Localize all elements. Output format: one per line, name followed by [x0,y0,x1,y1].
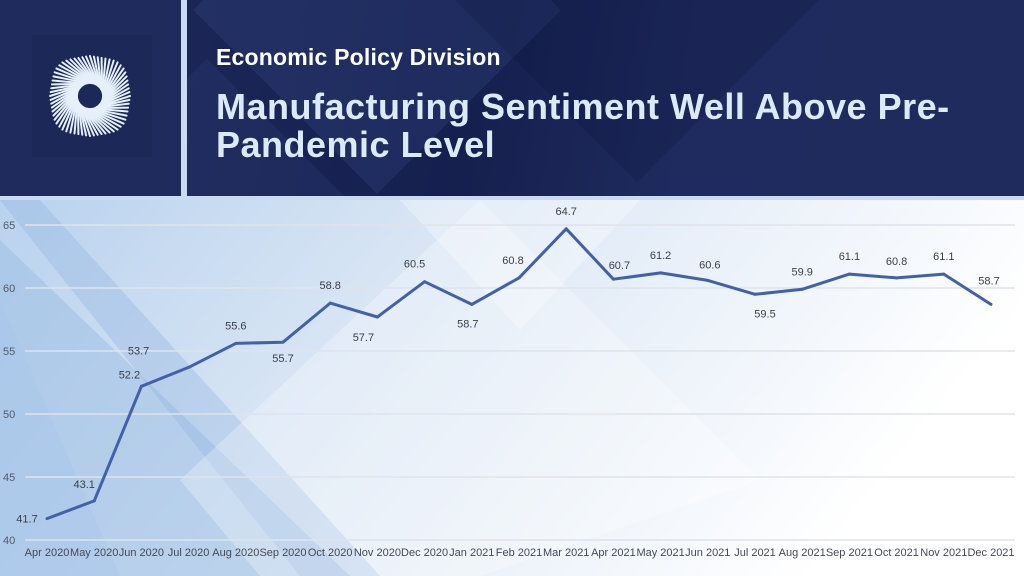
x-tick-label: Jun 2020 [119,547,164,559]
data-point [895,276,899,280]
data-label: 55.6 [225,320,246,332]
data-label: 41.7 [16,514,37,526]
data-label: 61.1 [933,251,954,263]
data-point [517,276,521,280]
data-label: 61.2 [650,250,671,262]
data-point [423,280,427,284]
data-point [659,271,663,275]
division-name: Economic Policy Division [216,44,501,70]
data-point [564,227,568,231]
x-tick-label: Sep 2021 [826,547,873,559]
data-point [611,277,615,281]
data-point [234,341,238,345]
y-tick-label: 65 [3,220,15,232]
x-tick-label: Nov 2021 [920,547,967,559]
x-tick-label: Apr 2021 [591,547,636,559]
data-label: 60.8 [502,255,523,267]
data-point [45,517,49,521]
gridlines [25,224,1015,541]
data-point [989,302,993,306]
data-label: 58.8 [319,280,340,292]
x-tick-label: Aug 2020 [212,547,259,559]
x-tick-label: Jul 2020 [168,547,210,559]
x-tick-label: Jul 2021 [734,547,776,559]
x-tick-label: Dec 2020 [401,547,448,559]
data-label: 60.6 [699,259,720,271]
y-tick-label: 40 [3,535,15,547]
y-tick-label: 45 [3,472,15,484]
x-tick-label: Oct 2021 [874,547,919,559]
data-point [753,292,757,296]
y-tick-label: 50 [3,409,15,421]
data-label: 59.9 [791,266,812,278]
spiral-rays-logo-icon [49,55,131,137]
data-label: 60.7 [609,260,630,272]
logo [32,35,152,157]
y-axis-labels: 40 45 50 55 60 65 [3,220,15,547]
data-label: 43.1 [73,479,94,491]
x-tick-label: Sep 2020 [259,547,306,559]
x-tick-label: Nov 2020 [354,547,401,559]
data-point [800,287,804,291]
data-label: 58.7 [978,275,999,287]
header: Economic Policy Division Manufacturing S… [0,0,1024,196]
data-label: 59.5 [754,308,775,320]
data-point [706,278,710,282]
x-tick-label: Feb 2021 [496,547,542,559]
x-axis-labels: Apr 2020 May 2020 Jun 2020 Jul 2020 Aug 2020… [25,547,1015,559]
header-bottom-strip [0,196,1024,200]
line-chart: 40 45 50 55 60 65 Apr 2020 May 2020 Jun 2020 Jul… [3,206,1015,559]
data-label: 64.7 [555,206,576,218]
data-point [470,302,474,306]
data-label: 52.2 [119,369,140,381]
data-label: 55.7 [272,353,293,365]
y-tick-label: 60 [3,283,15,295]
data-point [942,272,946,276]
x-tick-label: May 2020 [70,547,118,559]
x-tick-label: Mar 2021 [543,547,589,559]
x-tick-label: Oct 2020 [308,547,353,559]
logo-panel [0,0,181,196]
data-point [328,301,332,305]
page-title: Manufacturing Sentiment Well Above Pre-P… [216,86,950,165]
data-point [375,315,379,319]
data-point [139,384,143,388]
series-line [46,227,992,521]
x-tick-label: Aug 2021 [779,547,826,559]
data-point [187,365,191,369]
data-label: 58.7 [457,318,478,330]
x-tick-label: Jun 2021 [685,547,730,559]
x-tick-label: May 2021 [636,547,684,559]
data-labels: 41.7 43.1 52.2 53.7 55.6 55.7 58.8 57.7 60.5 58.7… [16,206,999,526]
x-tick-label: Dec 2021 [967,547,1014,559]
x-tick-label: Apr 2020 [25,547,70,559]
x-tick-label: Jan 2021 [449,547,494,559]
data-point [281,340,285,344]
title-panel [187,0,1024,196]
data-point [847,272,851,276]
header-divider [181,0,187,196]
data-label: 60.5 [404,259,425,271]
data-label: 60.8 [886,256,907,268]
data-label: 61.1 [839,251,860,263]
y-tick-label: 55 [3,346,15,358]
data-point [92,499,96,503]
data-label: 53.7 [128,345,149,357]
data-label: 57.7 [353,332,374,344]
